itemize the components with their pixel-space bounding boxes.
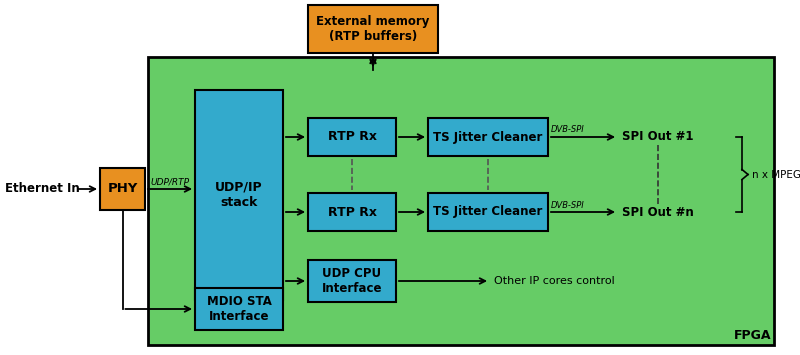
Text: Other IP cores control: Other IP cores control [494,276,614,286]
Text: RTP Rx: RTP Rx [327,131,377,143]
Bar [428,118,548,156]
Text: Ethernet In: Ethernet In [5,182,80,196]
Text: PHY: PHY [107,182,138,196]
Text: TS Jitter Cleaner: TS Jitter Cleaner [434,131,542,143]
Text: FPGA: FPGA [734,329,771,342]
Text: DVB-SPI: DVB-SPI [551,201,585,209]
Text: n x MPEG TS out: n x MPEG TS out [752,169,800,180]
Text: TS Jitter Cleaner: TS Jitter Cleaner [434,206,542,218]
Bar [428,193,548,231]
Text: UDP/IP
stack: UDP/IP stack [215,181,263,209]
Bar [100,168,145,210]
Bar [195,288,283,330]
Bar [308,193,396,231]
Text: SPI Out #n: SPI Out #n [622,206,694,218]
Text: DVB-SPI: DVB-SPI [551,126,585,135]
Bar [308,5,438,53]
Bar [195,90,283,300]
Text: RTP Rx: RTP Rx [327,206,377,218]
Text: UDP CPU
Interface: UDP CPU Interface [322,267,382,295]
Text: External memory
(RTP buffers): External memory (RTP buffers) [316,15,430,43]
Text: SPI Out #1: SPI Out #1 [622,131,694,143]
Bar [308,260,396,302]
Bar [148,57,774,345]
Bar [308,118,396,156]
Text: MDIO STA
Interface: MDIO STA Interface [206,295,271,323]
Text: UDP/RTP: UDP/RTP [150,178,190,186]
